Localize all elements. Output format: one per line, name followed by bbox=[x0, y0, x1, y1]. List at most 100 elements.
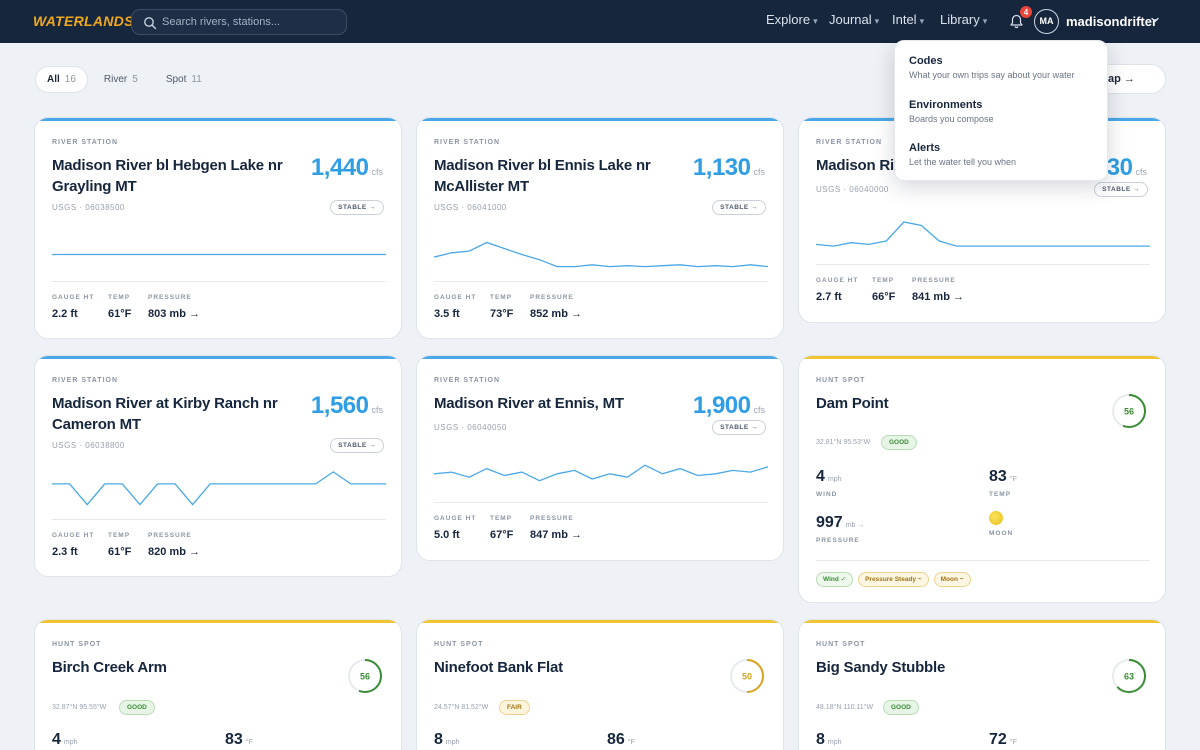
nav-journal[interactable]: Journal ▾ bbox=[829, 12, 880, 27]
card-type: HUNT SPOT bbox=[816, 377, 866, 384]
filter-river[interactable]: River 5 bbox=[103, 74, 138, 85]
score-value: 56 bbox=[360, 672, 370, 682]
spot-name: Ninefoot Bank Flat bbox=[434, 659, 563, 676]
metric-pressure[interactable]: PRESSURE 820 mb → bbox=[148, 532, 200, 558]
flow-value: 1,130 cfs bbox=[692, 154, 765, 181]
trend-badge[interactable]: STABLE → bbox=[330, 438, 384, 453]
hunt-spot-card[interactable]: HUNT SPOT Big Sandy Stubble 63 48.18°N 1… bbox=[798, 619, 1166, 750]
score-ring-fill bbox=[730, 659, 764, 693]
station-name: Madison River at Kirby Ranch nr Cameron … bbox=[52, 395, 278, 433]
card-type: RIVER STATION bbox=[434, 139, 501, 146]
nav-library[interactable]: Library ▾ bbox=[940, 12, 988, 27]
station-id: USGS · 06038500 bbox=[52, 203, 125, 212]
flow-value: 1,440 cfs bbox=[310, 154, 383, 181]
score-ring: 56 bbox=[348, 659, 382, 693]
metric-pressure[interactable]: PRESSURE 803 mb → bbox=[148, 294, 200, 320]
card-type: RIVER STATION bbox=[434, 377, 501, 384]
flow-sparkline bbox=[816, 221, 1150, 247]
station-id: USGS · 06040050 bbox=[434, 423, 507, 432]
bell-icon[interactable] bbox=[1009, 14, 1024, 29]
card-type: HUNT SPOT bbox=[434, 641, 484, 648]
trend-badge[interactable]: STABLE → bbox=[712, 420, 766, 435]
avatar[interactable]: MA bbox=[1034, 9, 1059, 34]
score-ring-fill bbox=[348, 659, 382, 693]
score-ring-fill bbox=[1112, 659, 1146, 693]
filter-spot[interactable]: Spot 11 bbox=[165, 74, 202, 85]
metric-pressure[interactable]: PRESSURE 847 mb → bbox=[530, 515, 582, 541]
card-type: RIVER STATION bbox=[52, 377, 119, 384]
nav-intel[interactable]: Intel ▾ bbox=[892, 12, 925, 27]
quality-badge: FAIR bbox=[499, 700, 530, 715]
metric-gauge: GAUGE HT 2.7 ft bbox=[816, 277, 859, 303]
menu-item-alerts[interactable]: Alerts Let the water tell you when bbox=[909, 142, 1017, 167]
metric-gauge: GAUGE HT 2.3 ft bbox=[52, 532, 95, 558]
spot-name: Dam Point bbox=[816, 395, 889, 412]
chevron-down-icon[interactable] bbox=[1150, 15, 1160, 25]
station-id: USGS · 06040000 bbox=[816, 185, 889, 194]
temp-value: 83 °F TEMP bbox=[989, 468, 1017, 498]
metric-temp: TEMP 66°F bbox=[872, 277, 896, 303]
card-type: HUNT SPOT bbox=[52, 641, 102, 648]
station-card[interactable]: RIVER STATION Madison River bl Hebgen La… bbox=[34, 117, 402, 339]
score-ring: 50 bbox=[730, 659, 764, 693]
divider bbox=[816, 560, 1150, 561]
hunt-spot-card[interactable]: HUNT SPOT Ninefoot Bank Flat 50 24.57°N … bbox=[416, 619, 784, 750]
intel-dropdown-menu: Codes What your own trips say about your … bbox=[894, 40, 1108, 181]
nav-explore[interactable]: Explore ▾ bbox=[766, 12, 818, 27]
station-card[interactable]: RIVER STATION Madison River at Ennis, MT… bbox=[416, 355, 784, 561]
tag-wind: Wind ✓ bbox=[816, 572, 854, 587]
spot-coords: 48.18°N 110.11°W bbox=[816, 704, 874, 711]
filter-all[interactable]: All 16 bbox=[36, 67, 87, 92]
hunt-spot-card[interactable]: HUNT SPOT Birch Creek Arm 56 32.87°N 95.… bbox=[34, 619, 402, 750]
metric-temp: TEMP 61°F bbox=[108, 532, 132, 558]
metric-gauge: GAUGE HT 3.5 ft bbox=[434, 294, 477, 320]
search-box[interactable]: Search rivers, stations... bbox=[131, 9, 347, 35]
flow-sparkline bbox=[434, 464, 768, 482]
top-bar: WATERLANDS Search rivers, stations... Ex… bbox=[0, 0, 1200, 43]
metric-temp: TEMP 61°F bbox=[108, 294, 132, 320]
tag-pressure: Pressure Steady ~ bbox=[858, 572, 929, 587]
sparkline-path bbox=[434, 241, 768, 268]
app-logo[interactable]: WATERLANDS bbox=[33, 13, 134, 29]
pressure-value[interactable]: 997 mb → PRESSURE bbox=[816, 514, 865, 544]
temp-value: 86 °F bbox=[607, 731, 635, 748]
flow-sparkline bbox=[52, 253, 386, 256]
spot-name: Birch Creek Arm bbox=[52, 659, 167, 676]
station-name: Madison River bl Ennis Lake nr McAlliste… bbox=[434, 157, 651, 195]
score-ring: 63 bbox=[1112, 659, 1146, 693]
search-icon bbox=[144, 17, 157, 30]
temp-value: 72 °F bbox=[989, 731, 1017, 748]
chevron-down-icon: ▾ bbox=[813, 16, 818, 26]
flow-value: 1,560 cfs bbox=[310, 392, 383, 419]
moon-icon bbox=[989, 511, 1003, 525]
station-card[interactable]: RIVER STATION Madison River bl Ennis Lak… bbox=[416, 117, 784, 339]
flow-value: 1,900 cfs bbox=[692, 392, 765, 419]
station-name: Madison River bl Hebgen Lake nr Grayling… bbox=[52, 157, 283, 195]
menu-item-codes[interactable]: Codes What your own trips say about your … bbox=[909, 55, 1075, 80]
trend-badge[interactable]: STABLE → bbox=[330, 200, 384, 215]
score-ring-fill bbox=[1112, 394, 1146, 428]
chevron-down-icon: ▾ bbox=[919, 16, 925, 26]
trend-badge[interactable]: STABLE → bbox=[1094, 182, 1148, 197]
sparkline-path bbox=[52, 471, 386, 506]
metric-pressure[interactable]: PRESSURE 841 mb → bbox=[912, 277, 964, 303]
condition-tags: Wind ✓ Pressure Steady ~ Moon ~ bbox=[816, 572, 971, 587]
station-card[interactable]: RIVER STATION Madison River at Kirby Ran… bbox=[34, 355, 402, 577]
divider bbox=[816, 264, 1150, 265]
flow-sparkline bbox=[434, 241, 768, 268]
username[interactable]: madisondrifter bbox=[1066, 14, 1158, 29]
divider bbox=[52, 519, 386, 520]
arrow-right-icon: → bbox=[1123, 73, 1135, 85]
wind-value: 8 mph bbox=[816, 731, 842, 748]
menu-item-environments[interactable]: Environments Boards you compose bbox=[909, 99, 994, 124]
trend-badge[interactable]: STABLE → bbox=[712, 200, 766, 215]
wind-value: 4 mph bbox=[52, 731, 78, 748]
score-value: 56 bbox=[1124, 407, 1134, 417]
chevron-down-icon: ▾ bbox=[982, 16, 988, 26]
hunt-spot-card[interactable]: HUNT SPOT Dam Point 56 32.81°N 95.53°W G… bbox=[798, 355, 1166, 603]
search-input[interactable]: Search rivers, stations... bbox=[162, 16, 280, 28]
metric-gauge: GAUGE HT 5.0 ft bbox=[434, 515, 477, 541]
moon-value: MOON bbox=[989, 511, 1013, 537]
metric-pressure[interactable]: PRESSURE 852 mb → bbox=[530, 294, 582, 320]
flow-sparkline bbox=[52, 471, 386, 506]
